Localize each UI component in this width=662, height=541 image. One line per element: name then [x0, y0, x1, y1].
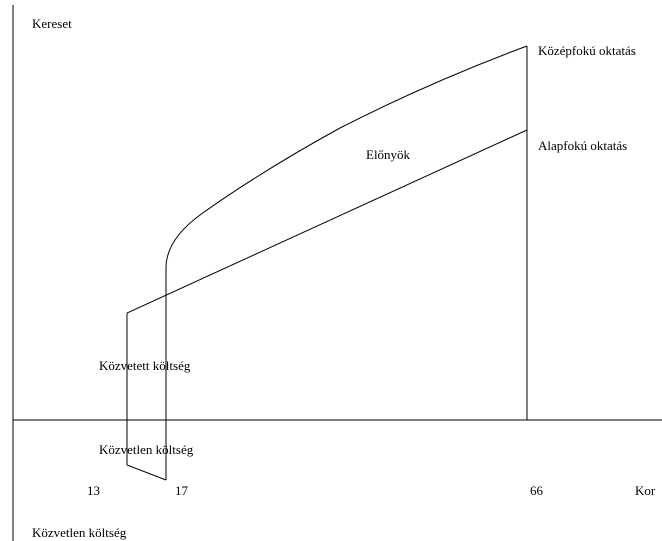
age-retirement-tick-label: 66 [530, 483, 544, 498]
secondary-education-label: Középfokú oktatás [538, 43, 636, 58]
primary-education-line [126, 129, 528, 314]
direct-cost-label: Közvetlen költség [99, 442, 194, 457]
benefits-label: Előnyök [366, 147, 411, 162]
x-axis-label: Kor [635, 483, 656, 498]
age-schooling-end-tick-label: 17 [175, 483, 189, 498]
y-axis-label: Kereset [32, 16, 72, 31]
primary-education-label: Alapfokú oktatás [538, 138, 627, 153]
y-axis-negative-label: Közvetlen költség [32, 525, 127, 540]
cost-bottom-edge [126, 464, 167, 481]
indirect-cost-label: Közvetett költség [99, 358, 191, 373]
age-start-tick-label: 13 [87, 483, 100, 498]
secondary-education-curve [165, 45, 528, 269]
